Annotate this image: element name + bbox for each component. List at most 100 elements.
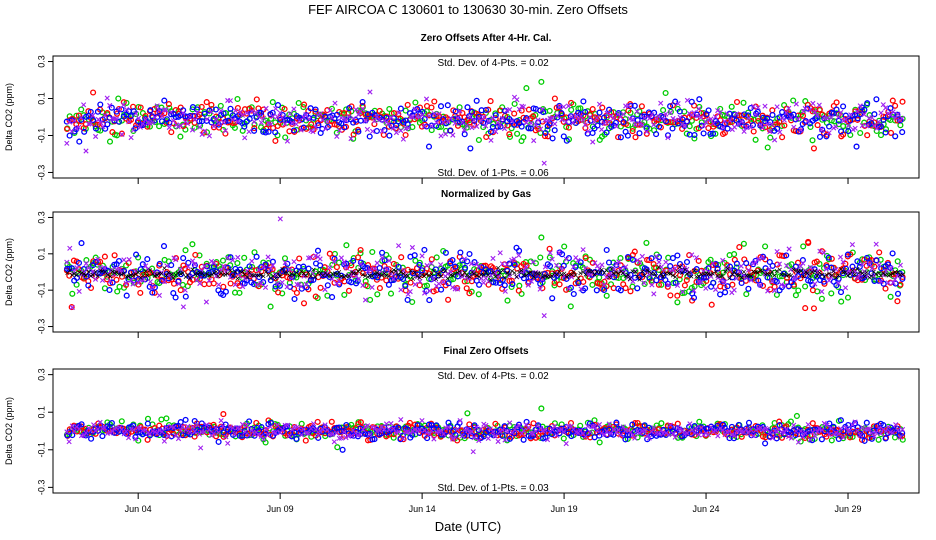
point-gas-avg — [791, 267, 796, 272]
point-blue — [785, 283, 792, 290]
point-purple — [419, 253, 425, 259]
point-purple — [828, 425, 834, 432]
point-purple — [866, 261, 872, 267]
point-purple — [857, 432, 863, 438]
point-purple — [218, 418, 224, 424]
point-blue — [144, 256, 151, 263]
point-gas-avg — [110, 269, 115, 274]
point-red — [508, 277, 515, 284]
point-purple — [653, 254, 660, 260]
point-purple — [492, 270, 498, 276]
point-gas-avg — [850, 268, 855, 273]
point-gas-avg — [613, 270, 619, 275]
point-blue — [156, 260, 163, 267]
point-red — [813, 258, 820, 265]
point-purple — [452, 434, 458, 440]
point-purple — [261, 436, 267, 442]
point-gas-avg — [154, 272, 160, 278]
point-purple — [67, 119, 73, 125]
point-purple — [218, 108, 224, 114]
point-purple — [126, 435, 132, 441]
point-purple — [802, 105, 808, 112]
point-purple — [190, 258, 196, 264]
point-purple — [438, 262, 444, 268]
point-gas-avg — [205, 272, 210, 277]
point-red — [506, 131, 513, 138]
point-gas-avg — [133, 272, 138, 277]
point-purple — [182, 287, 188, 293]
point-gas-avg — [736, 273, 741, 278]
point-blue — [518, 123, 525, 130]
point-green — [177, 133, 184, 140]
outlier-point — [220, 411, 227, 418]
point-blue — [767, 118, 774, 126]
point-purple — [102, 265, 108, 271]
std-dev-4pts-label: Std. Dev. of 4-Pts. = 0.02 — [437, 58, 549, 69]
point-purple — [497, 250, 503, 256]
point-blue — [68, 265, 75, 272]
point-purple — [265, 432, 271, 438]
point-gas-avg — [708, 272, 713, 277]
point-blue — [863, 254, 871, 261]
point-purple — [485, 118, 491, 124]
point-green — [523, 85, 530, 92]
point-purple — [601, 282, 607, 288]
point-purple — [220, 423, 226, 429]
point-gas-avg — [195, 272, 200, 277]
point-purple — [201, 429, 207, 435]
point-blue — [343, 421, 350, 429]
point-purple — [838, 426, 844, 432]
point-green — [875, 436, 882, 443]
point-blue — [329, 294, 336, 301]
point-green — [475, 291, 482, 298]
point-blue — [366, 430, 373, 437]
outlier-point — [115, 95, 122, 102]
point-green — [516, 282, 523, 289]
point-gas-avg — [727, 276, 732, 281]
point-blue — [882, 435, 889, 442]
point-green — [386, 105, 393, 113]
point-purple — [81, 102, 87, 108]
point-purple — [895, 111, 901, 117]
point-purple — [833, 430, 839, 436]
point-purple — [315, 432, 321, 438]
point-purple — [554, 432, 560, 438]
point-red — [293, 289, 300, 296]
outlier-point — [470, 449, 476, 455]
point-purple — [213, 116, 219, 123]
point-red — [776, 418, 783, 425]
point-gas-avg — [497, 270, 502, 275]
point-gas-avg — [774, 269, 779, 274]
point-blue — [85, 282, 92, 289]
point-blue — [144, 420, 151, 427]
point-purple — [848, 112, 854, 118]
point-blue — [648, 255, 655, 262]
point-green — [828, 290, 835, 297]
outlier-point — [643, 239, 650, 246]
panel-title: Final Zero Offsets — [443, 346, 528, 357]
point-blue — [161, 97, 168, 104]
point-purple — [623, 264, 629, 270]
point-gas-avg — [72, 271, 77, 276]
point-blue — [620, 118, 627, 126]
point-red — [556, 281, 563, 288]
point-purple — [298, 127, 304, 133]
point-green — [662, 89, 669, 97]
point-red — [625, 107, 632, 114]
point-purple — [88, 427, 94, 433]
point-gas-avg — [626, 273, 631, 278]
point-blue — [866, 259, 873, 267]
point-gas-avg — [469, 270, 475, 275]
point-purple — [107, 278, 113, 284]
point-purple — [95, 256, 101, 262]
std-dev-1pts-label: Std. Dev. of 1-Pts. = 0.03 — [437, 483, 549, 494]
point-blue — [738, 118, 745, 126]
point-blue — [854, 258, 861, 265]
point-gas-avg — [784, 273, 789, 278]
point-gas-avg — [415, 273, 420, 279]
point-purple — [133, 110, 139, 116]
point-blue — [596, 432, 603, 439]
point-purple — [493, 129, 499, 135]
point-purple — [566, 285, 572, 291]
point-gas-avg — [93, 269, 98, 274]
